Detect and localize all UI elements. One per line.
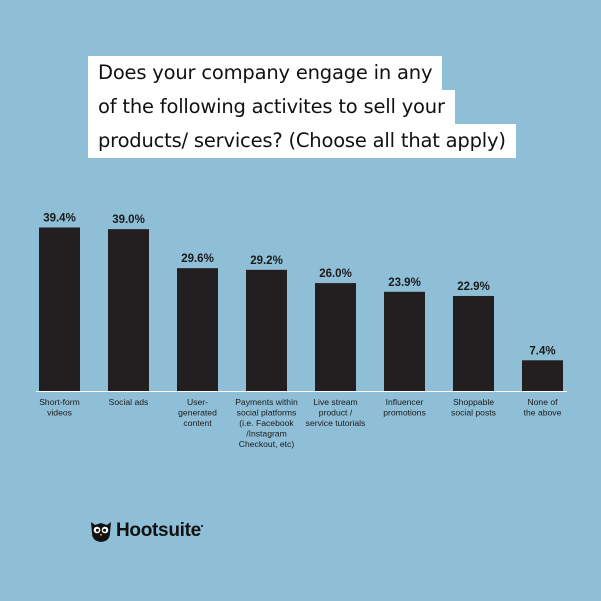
data-label: 7.4% <box>529 345 555 357</box>
title-line-2: of the following activites to sell your <box>88 90 455 124</box>
data-label: 29.6% <box>181 253 214 265</box>
title-line-1: Does your company engage in any <box>88 56 443 90</box>
hootsuite-logo: Hootsuite• <box>90 519 203 543</box>
brand-name: Hootsuite• <box>116 520 204 541</box>
category-label: Influencer promotions <box>383 397 426 418</box>
bar <box>246 269 287 391</box>
bar <box>315 283 356 391</box>
category-label: None of the above <box>524 397 562 418</box>
category-label: Payments within social platforms (i.e. Fac… <box>235 397 298 449</box>
title-line-3: products/ services? (Choose all that app… <box>88 124 516 158</box>
category-label: Short-form videos <box>39 397 80 418</box>
data-label: 39.0% <box>112 214 145 226</box>
data-label: 29.2% <box>250 255 283 267</box>
data-label: 39.4% <box>43 212 76 224</box>
bar <box>522 360 563 391</box>
owl-icon <box>91 522 111 542</box>
data-label: 26.0% <box>319 268 352 280</box>
bar <box>108 229 149 391</box>
bar <box>384 291 425 391</box>
category-label: Shoppable social posts <box>451 397 496 418</box>
bar <box>453 295 494 391</box>
data-label: 22.9% <box>457 281 490 293</box>
category-label: User-generated content <box>178 397 217 428</box>
category-label: Live stream product / service tutorials <box>306 397 366 428</box>
data-label: 23.9% <box>388 277 421 289</box>
bar <box>39 227 80 391</box>
bar <box>177 268 218 391</box>
category-label: Social ads <box>109 397 149 407</box>
chart-title: Does your company engage in any of the f… <box>88 56 516 158</box>
